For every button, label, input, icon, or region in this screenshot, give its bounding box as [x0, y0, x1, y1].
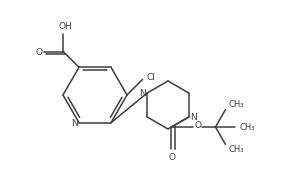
Text: N: N [139, 89, 146, 98]
Text: OH: OH [59, 22, 72, 31]
Text: O: O [169, 152, 176, 161]
Text: N: N [71, 119, 77, 128]
Text: CH₃: CH₃ [229, 145, 244, 154]
Text: CH₃: CH₃ [229, 100, 244, 109]
Text: O: O [36, 48, 43, 57]
Text: N: N [190, 113, 197, 122]
Text: Cl: Cl [146, 73, 155, 82]
Text: CH₃: CH₃ [240, 122, 255, 132]
Text: O: O [195, 121, 202, 130]
